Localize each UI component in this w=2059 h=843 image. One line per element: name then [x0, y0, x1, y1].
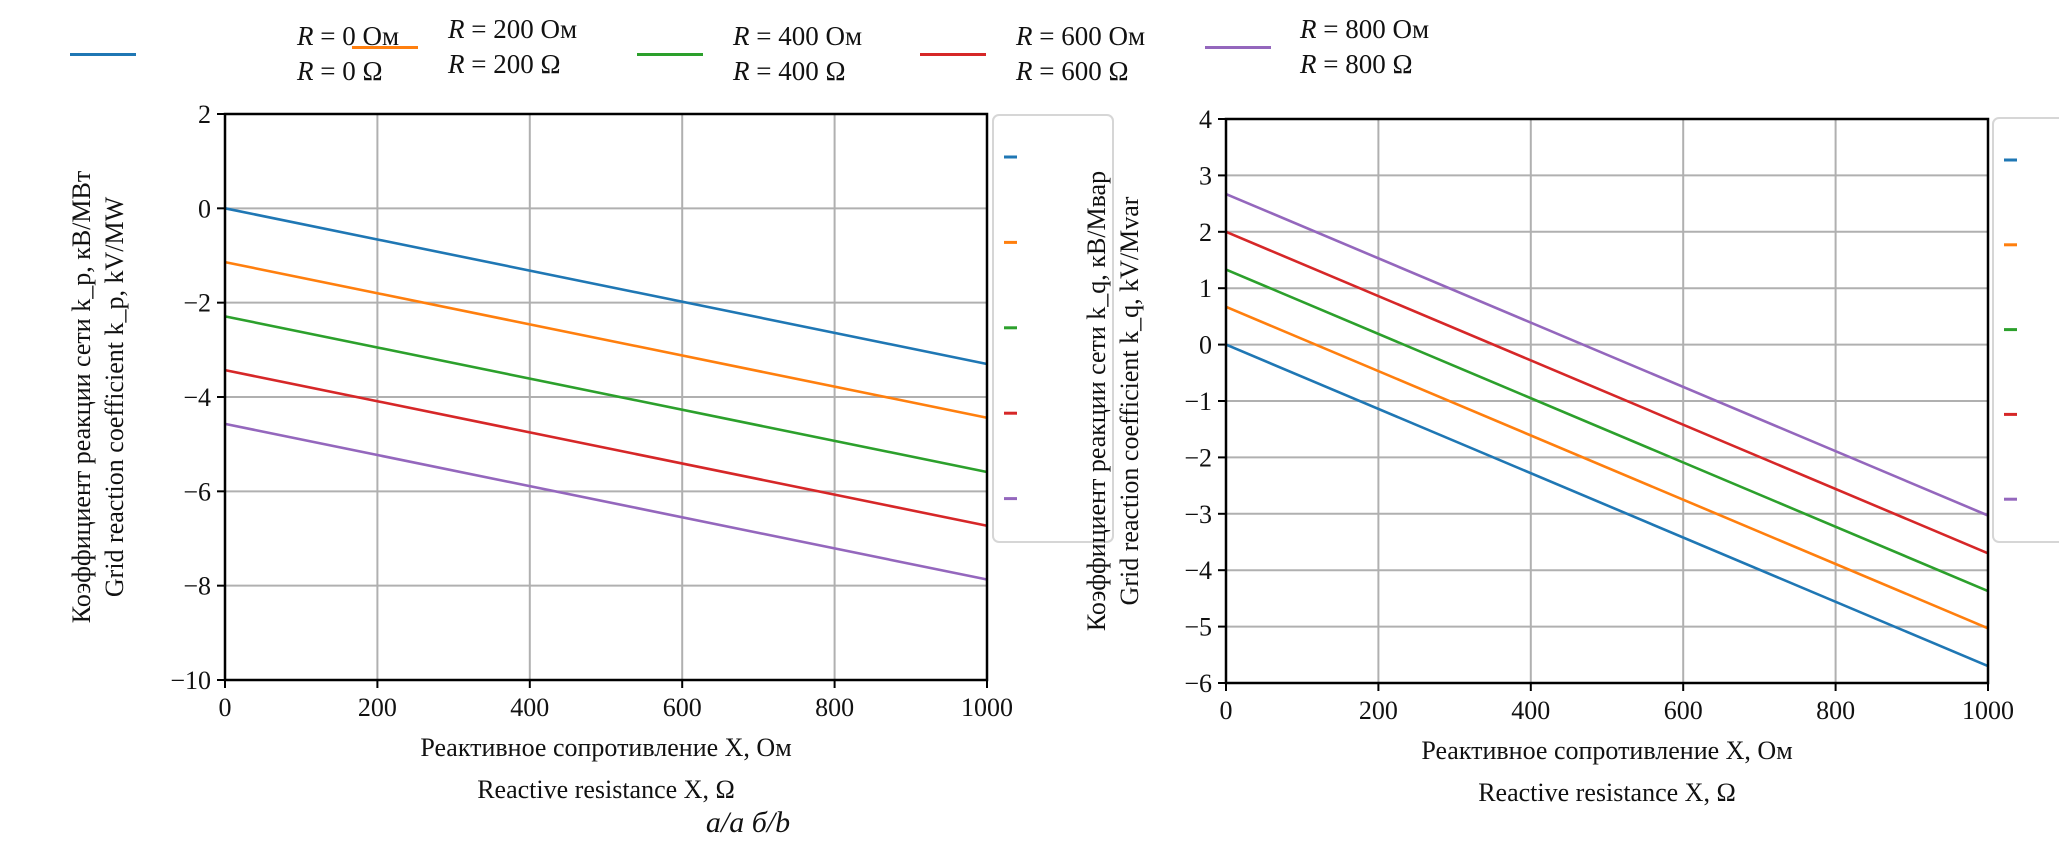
y-tick-label: 1	[1199, 274, 1212, 303]
legend-label-ru: R = 800 Ом	[1299, 14, 1429, 44]
legend-entry: R = 0 ОмR = 0 Ω	[70, 21, 399, 86]
x-tick-label: 1000	[961, 693, 1013, 722]
y-tick-label: 0	[198, 194, 211, 223]
x-axis-title-ru: Реактивное сопротивление X, Ом	[1421, 736, 1792, 765]
legend-label-ru: R = 600 Ом	[1015, 21, 1145, 51]
legend-entry: R = 600 Ом R = 600 Ω	[920, 21, 1145, 86]
x-tick-label: 0	[219, 693, 232, 722]
inner-legend-box	[992, 114, 1114, 543]
series-line	[224, 207, 988, 366]
series-line	[1225, 268, 1989, 593]
chart-panel-a: 0 200 400 600 800 1000 2 0 −2 −4 −6 −8 −10 Реактивное…	[67, 100, 1114, 804]
y-tick-label: −4	[183, 383, 211, 412]
y-tick-label: −1	[1184, 387, 1212, 416]
y-tick-label: 2	[1199, 218, 1212, 247]
series-line	[224, 315, 988, 474]
x-tick-label: 800	[815, 693, 854, 722]
y-tick-label: −2	[183, 289, 211, 318]
y-tick-label: 2	[198, 100, 211, 129]
y-tick-label: −6	[1184, 669, 1212, 698]
legend-label-en: R = 200 Ω	[447, 49, 561, 79]
legend-entry: R = 400 Ом R = 400 Ω	[637, 21, 862, 86]
chart-panel-b: 0 200 400 600 800 1000 4 3 2 1 0 −1 −2 −3 −4 −5 −6 Реакти…	[1082, 105, 2059, 807]
y-axis-title-ru: Коэффициент реакции сети k_p, кВ/МВт	[67, 171, 96, 623]
y-tick-label: −8	[183, 572, 211, 601]
y-tick-label: −5	[1184, 613, 1212, 642]
x-axis-title-ru: Реактивное сопротивление X, Ом	[420, 733, 791, 762]
x-tick-label: 200	[358, 693, 397, 722]
y-axis-title-ru: Коэффициент реакции сети k_q, кВ/Мвар	[1082, 171, 1111, 631]
inner-legend-box	[1992, 117, 2059, 543]
series-line	[1225, 343, 1989, 668]
y-tick-label: −10	[170, 666, 211, 695]
legend-label-ru: R = 400 Ом	[732, 21, 862, 51]
y-tick-label: −6	[183, 477, 211, 506]
legend-label-en: R = 400 Ω	[732, 56, 846, 86]
legend-entry: R = 800 Ом R = 800 Ω	[1205, 14, 1429, 79]
x-tick-label: 800	[1816, 696, 1855, 725]
figure-caption: a/a б/b	[706, 806, 790, 839]
legend-entry: R = 200 Ом R = 200 Ω	[352, 14, 577, 79]
y-tick-label: −3	[1184, 500, 1212, 529]
x-axis-title-en: Reactive resistance X, Ω	[1478, 778, 1736, 807]
y-tick-label: −2	[1184, 443, 1212, 472]
x-tick-label: 200	[1359, 696, 1398, 725]
x-tick-label: 600	[663, 693, 702, 722]
legend-label-en: R = 800 Ω	[1299, 49, 1413, 79]
legend-label-en: R = 0 Ω	[296, 56, 383, 86]
series-line	[1225, 192, 1989, 517]
series-line	[224, 260, 988, 420]
y-axis-title-en: Grid reaction coefficient k_q, kV/Mvar	[1115, 196, 1144, 605]
y-tick-label: 4	[1199, 105, 1212, 134]
x-tick-label: 0	[1220, 696, 1233, 725]
y-tick-label: 0	[1199, 331, 1212, 360]
y-tick-label: 3	[1199, 161, 1212, 190]
y-tick-label: −4	[1184, 556, 1212, 585]
series-line	[1225, 230, 1989, 555]
x-tick-label: 400	[1511, 696, 1550, 725]
top-legend: R = 0 ОмR = 0 Ω R = 200 Ом R = 200 Ω R = 40…	[70, 14, 1429, 86]
series-line	[1225, 305, 1989, 630]
x-tick-label: 1000	[1962, 696, 2014, 725]
x-axis-title-en: Reactive resistance X, Ω	[477, 775, 735, 804]
series-line	[224, 368, 988, 528]
x-tick-label: 400	[510, 693, 549, 722]
x-tick-label: 600	[1664, 696, 1703, 725]
legend-label-ru: R = 200 Ом	[447, 14, 577, 44]
series-line	[224, 422, 988, 581]
y-axis-title-en: Grid reaction coefficient k_p, kV/MW	[100, 196, 129, 597]
legend-label-en: R = 600 Ω	[1015, 56, 1129, 86]
